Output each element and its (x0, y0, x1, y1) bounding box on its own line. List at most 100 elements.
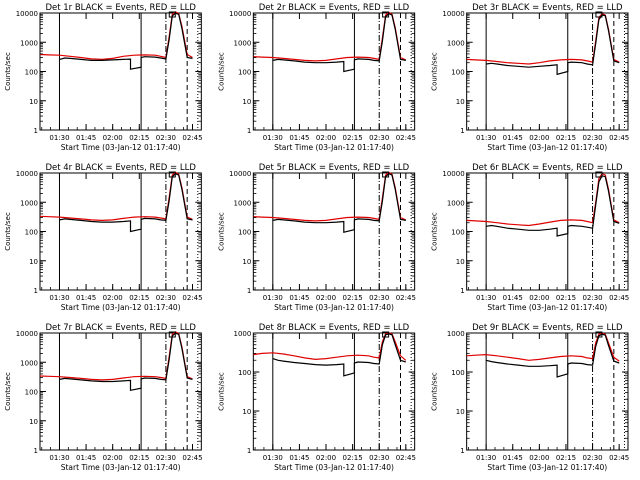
panel-title: Det 7r BLACK = Events, RED = LLD (45, 323, 196, 333)
x-tick-label: 02:15 (343, 454, 363, 462)
y-tick-label: 1000 (447, 330, 465, 338)
x-tick-label: 02:30 (582, 134, 602, 142)
x-tick-label: 01:30 (476, 294, 496, 302)
plot-area (253, 332, 412, 450)
x-tick-label: 02:45 (396, 294, 416, 302)
y-axis-label: Counts/sec (431, 212, 439, 251)
x-axis-label: Start Time (03-Jan-12 01:17:40) (487, 303, 607, 312)
plot-frame (252, 12, 416, 131)
flare-peak-marker (168, 171, 176, 178)
flare-peak-marker (382, 331, 390, 338)
y-tick-label: 100 (238, 229, 251, 237)
y-tick-label: 1 (34, 127, 38, 135)
y-axis-label: Counts/sec (217, 372, 225, 411)
x-tick-label: 01:45 (76, 294, 96, 302)
x-tick-label: 02:15 (343, 134, 363, 142)
x-tick-label: 01:30 (49, 134, 69, 142)
plot-area (466, 332, 625, 450)
y-axis-label: Counts/sec (4, 212, 12, 251)
y-axis-label: Counts/sec (431, 372, 439, 411)
lld-series-line (466, 12, 620, 65)
y-tick-label: 1000 (447, 199, 465, 207)
y-tick-label: 10 (242, 98, 251, 106)
x-tick-label: 02:00 (316, 134, 336, 142)
x-axis-label: Start Time (03-Jan-12 01:17:40) (61, 143, 181, 152)
y-tick-label: 10 (29, 98, 38, 106)
flare-peak-marker (382, 171, 390, 178)
x-tick-label: 01:45 (289, 454, 309, 462)
x-tick-label: 02:00 (529, 294, 549, 302)
lld-series-line (40, 171, 193, 222)
x-tick-label: 02:00 (103, 134, 123, 142)
x-tick-label: 01:30 (263, 454, 283, 462)
y-tick-label: 100 (451, 369, 464, 377)
panel-title: Det 6r BLACK = Events, RED = LLD (472, 163, 623, 173)
x-tick-label: 02:15 (129, 454, 149, 462)
flare-peak-marker (595, 171, 603, 178)
y-tick-label: 100 (238, 369, 251, 377)
y-tick-label: 10000 (442, 170, 464, 178)
x-tick-label: 02:15 (556, 294, 576, 302)
y-axis-label: Counts/sec (4, 372, 12, 411)
x-tick-label: 02:45 (609, 454, 629, 462)
x-tick-label: 01:45 (76, 134, 96, 142)
y-tick-label: 10 (456, 408, 465, 416)
lld-series-line (40, 11, 193, 61)
x-tick-label: 02:45 (182, 134, 202, 142)
x-axis-label: Start Time (03-Jan-12 01:17:40) (274, 463, 394, 472)
x-tick-label: 02:30 (369, 134, 389, 142)
x-tick-label: 02:00 (103, 294, 123, 302)
x-tick-label: 01:45 (76, 454, 96, 462)
y-tick-label: 1000 (20, 359, 38, 367)
detector-panel-9: Det 9r BLACK = Events, RED = LLD 1 10 100 10… (431, 323, 630, 472)
x-tick-label: 01:45 (503, 134, 523, 142)
x-tick-label: 01:30 (476, 454, 496, 462)
panel-title: Det 8r BLACK = Events, RED = LLD (259, 323, 410, 333)
y-tick-label: 1000 (447, 39, 465, 47)
y-tick-label: 1000 (234, 39, 252, 47)
x-tick-label: 01:30 (49, 294, 69, 302)
x-tick-label: 02:30 (582, 294, 602, 302)
y-tick-label: 1 (460, 287, 464, 295)
x-tick-label: 01:45 (289, 294, 309, 302)
events-series-line (486, 14, 620, 76)
x-tick-label: 02:00 (529, 134, 549, 142)
y-tick-label: 1000 (20, 39, 38, 47)
x-tick-label: 01:30 (476, 134, 496, 142)
x-tick-label: 01:30 (49, 454, 69, 462)
y-tick-label: 10 (456, 98, 465, 106)
x-tick-label: 01:30 (263, 294, 283, 302)
plot-frame (252, 172, 416, 291)
x-tick-label: 02:45 (396, 134, 416, 142)
x-axis-label: Start Time (03-Jan-12 01:17:40) (274, 303, 394, 312)
y-axis-label: Counts/sec (4, 52, 12, 91)
y-tick-label: 1 (34, 447, 38, 455)
x-tick-label: 02:30 (156, 454, 176, 462)
y-tick-label: 1 (34, 287, 38, 295)
x-tick-label: 02:30 (582, 454, 602, 462)
x-tick-label: 02:00 (103, 454, 123, 462)
x-tick-label: 02:15 (129, 134, 149, 142)
lld-series-line (253, 11, 407, 62)
y-tick-label: 10000 (229, 10, 251, 18)
y-axis-label: Counts/sec (217, 52, 225, 91)
y-tick-label: 100 (451, 229, 464, 237)
plot-area (466, 172, 625, 290)
events-series-line (59, 12, 193, 70)
x-tick-label: 02:45 (182, 454, 202, 462)
x-tick-label: 02:30 (369, 294, 389, 302)
y-tick-label: 1 (247, 287, 251, 295)
y-tick-label: 1000 (234, 330, 252, 338)
events-series-line (486, 175, 620, 237)
x-tick-label: 01:45 (503, 294, 523, 302)
y-tick-label: 10 (456, 258, 465, 266)
x-tick-label: 02:45 (396, 454, 416, 462)
events-series-line (272, 333, 406, 377)
detector-panel-1: Det 1r BLACK = Events, RED = LLD 1 10 100 10… (4, 3, 203, 152)
y-tick-label: 100 (25, 69, 38, 77)
detector-panel-6: Det 6r BLACK = Events, RED = LLD 1 10 100 10… (431, 163, 630, 312)
flare-peak-marker (382, 11, 390, 18)
x-tick-label: 02:30 (369, 454, 389, 462)
x-tick-label: 01:45 (503, 454, 523, 462)
